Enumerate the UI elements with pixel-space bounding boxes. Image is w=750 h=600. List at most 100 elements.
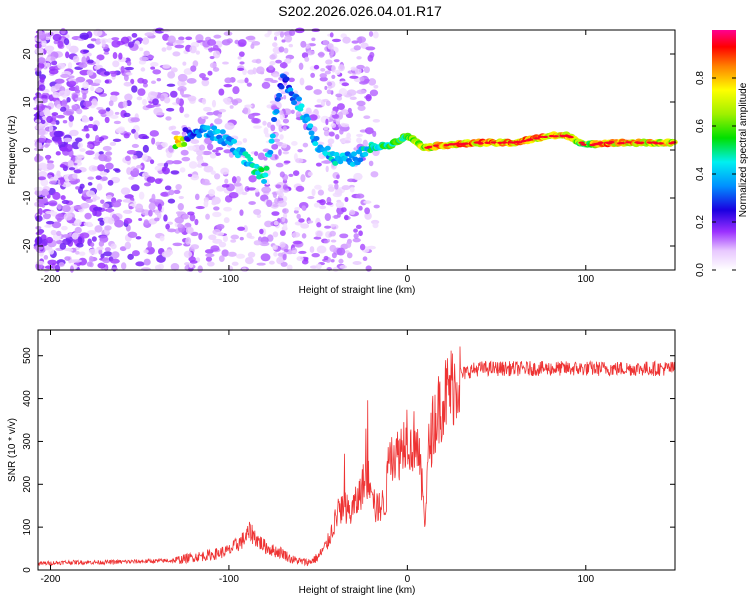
spectrogram-noise-blob [267, 29, 272, 36]
spectrogram-noise-blob [199, 72, 206, 79]
spectrogram-noise-blob [88, 116, 94, 122]
spectrogram-noise-blob [211, 99, 217, 108]
spectrogram-noise-blob [303, 257, 309, 262]
spectrogram-noise-blob [254, 188, 259, 193]
spectrogram-noise-blob [341, 185, 351, 191]
spectrogram-noise-blob [259, 241, 270, 247]
spectrogram-noise-blob [143, 182, 152, 187]
spectrogram-noise-blob [359, 76, 365, 82]
spectrogram-signal-blob [638, 141, 645, 145]
spectrogram-noise-blob [311, 188, 316, 197]
spectrogram-noise-blob [365, 46, 376, 51]
spectrogram-noise-blob [38, 197, 48, 204]
spectrogram-noise-blob [322, 39, 329, 46]
spectrogram-noise-blob [38, 84, 46, 91]
spectrogram-noise-blob [314, 184, 322, 190]
spectrogram-signal-blob [307, 123, 314, 129]
spectrogram-noise-blob [106, 207, 113, 213]
spectrogram-noise-blob [213, 206, 220, 211]
spectrogram-noise-blob [87, 176, 94, 180]
spectrogram-noise-blob [230, 239, 237, 243]
spectrogram-noise-blob [154, 27, 165, 34]
spectrogram-noise-blob [338, 258, 344, 264]
spectrogram-noise-blob [290, 109, 295, 115]
spectrogram-signal-blob [247, 156, 254, 162]
spectrogram-noise-blob [353, 45, 361, 51]
spectrogram-noise-blob [275, 184, 282, 189]
spectrogram-signal-blob [267, 149, 274, 155]
spectrogram-noise-blob [182, 214, 189, 220]
spectrogram-noise-blob [195, 50, 201, 55]
spectrogram-noise-blob [98, 151, 104, 155]
spectrogram-noise-blob [207, 70, 213, 76]
spectrogram-signal-blob [647, 141, 654, 144]
spectrogram-noise-blob [190, 65, 197, 72]
spectrogram-noise-blob [259, 228, 264, 235]
spectrogram-noise-blob [323, 255, 329, 261]
spectrogram-noise-blob [187, 211, 195, 216]
x-tick-label: 100 [577, 574, 594, 585]
y-tick-label: 500 [22, 347, 33, 364]
spectrogram-noise-blob [272, 42, 278, 48]
spectrogram-signal-blob [357, 157, 364, 163]
spectrogram-noise-blob [264, 77, 274, 82]
spectrogram-noise-blob [46, 162, 55, 170]
spectrogram-noise-blob [37, 123, 47, 127]
spectrogram-noise-blob [275, 59, 282, 64]
spectrogram-noise-blob [103, 71, 111, 76]
spectrogram-noise-blob [134, 203, 144, 212]
spectrogram-noise-blob [321, 160, 331, 164]
spectrogram-noise-blob [208, 189, 216, 197]
spectrogram-noise-blob [60, 27, 66, 35]
spectrogram-noise-blob [192, 60, 199, 67]
spectrogram-noise-blob [320, 67, 326, 72]
spectrogram-noise-blob [205, 213, 210, 220]
spectrogram-noise-blob [170, 67, 178, 73]
spectrogram-noise-blob [221, 183, 230, 188]
spectrogram-signal-blob [653, 142, 660, 145]
spectrogram-noise-blob [209, 152, 217, 159]
spectrogram-noise-blob [36, 137, 46, 143]
spectrogram-noise-blob [346, 252, 353, 259]
spectrogram-noise-blob [90, 85, 95, 92]
y-tick-label: -20 [22, 238, 33, 253]
spectrogram-noise-blob [286, 264, 293, 271]
spectrogram-noise-blob [91, 236, 97, 242]
spectrogram-noise-blob [248, 201, 256, 205]
spectrogram-noise-blob [324, 70, 331, 75]
spectrogram-noise-blob [372, 222, 379, 229]
spectrogram-noise-blob [141, 79, 148, 85]
spectrogram-noise-blob [349, 96, 357, 101]
spectrogram-noise-blob [339, 128, 344, 135]
spectrogram-signal-blob [181, 141, 188, 147]
spectrogram-noise-blob [190, 244, 200, 250]
spectrogram-noise-blob [71, 259, 82, 263]
spectrogram-noise-blob [61, 225, 68, 231]
spectrogram-noise-blob [215, 231, 225, 237]
spectrogram-noise-blob [37, 128, 46, 136]
spectrogram-noise-blob [177, 223, 184, 229]
spectrogram-noise-blob [130, 117, 140, 123]
spectrogram-noise-blob [368, 31, 374, 37]
spectrogram-noise-blob [73, 219, 82, 227]
spectrogram-noise-blob [111, 200, 122, 208]
spectrogram-noise-blob [222, 235, 228, 242]
spectrogram-noise-blob [358, 230, 363, 237]
spectrogram-noise-blob [40, 188, 49, 197]
spectrogram-noise-blob [132, 155, 138, 160]
spectrogram-noise-blob [368, 160, 374, 167]
spectrogram-noise-blob [94, 225, 103, 233]
spectrogram-noise-blob [330, 223, 336, 228]
spectrogram-marks [33, 27, 678, 273]
spectrogram-noise-blob [154, 264, 162, 271]
spectrogram-noise-blob [146, 176, 156, 183]
colorbar-tick-label: 0.4 [695, 167, 706, 181]
spectrogram-noise-blob [341, 207, 347, 213]
spectrogram-noise-blob [255, 66, 265, 75]
spectrogram-noise-blob [152, 69, 162, 75]
spectrogram-noise-blob [143, 50, 150, 56]
x-tick-label: -100 [219, 574, 239, 585]
spectrogram-noise-blob [130, 78, 135, 85]
spectrogram-noise-blob [86, 43, 95, 49]
